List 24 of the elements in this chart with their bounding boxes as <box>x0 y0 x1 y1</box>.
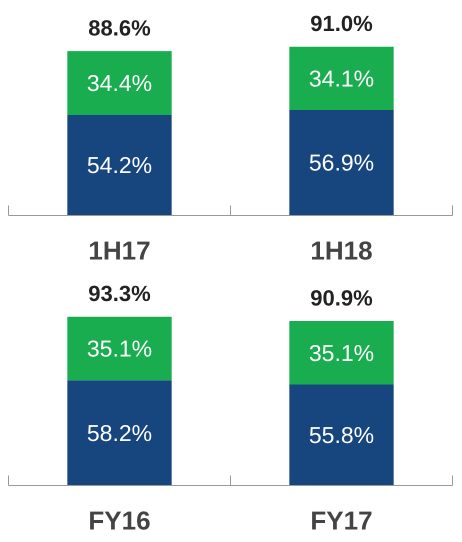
bar <box>67 51 172 115</box>
data-label: 35.1% <box>86 335 152 362</box>
bar <box>289 110 394 216</box>
data-label: 54.2% <box>86 152 152 178</box>
data-label: 55.8% <box>308 422 374 448</box>
bar <box>67 114 172 216</box>
data-label: 35.1% <box>308 340 374 366</box>
x-tick-label: FY17 <box>310 506 373 536</box>
total-label: 91.0% <box>310 11 373 36</box>
total-label: 90.9% <box>310 285 373 310</box>
total-label: 93.3% <box>88 281 151 306</box>
x-tick-label: 1H17 <box>88 236 151 266</box>
data-label: 34.4% <box>86 70 152 96</box>
bar <box>67 316 172 380</box>
x-tick-label: 1H18 <box>310 236 373 266</box>
data-label: 34.1% <box>308 65 374 92</box>
bar <box>289 384 394 486</box>
total-label: 88.6% <box>88 16 151 41</box>
data-label: 58.2% <box>86 420 152 446</box>
x-tick-label: FY16 <box>88 506 151 536</box>
bar <box>289 321 394 385</box>
bar <box>67 380 172 486</box>
data-label: 56.9% <box>308 150 374 176</box>
bar <box>289 46 394 110</box>
